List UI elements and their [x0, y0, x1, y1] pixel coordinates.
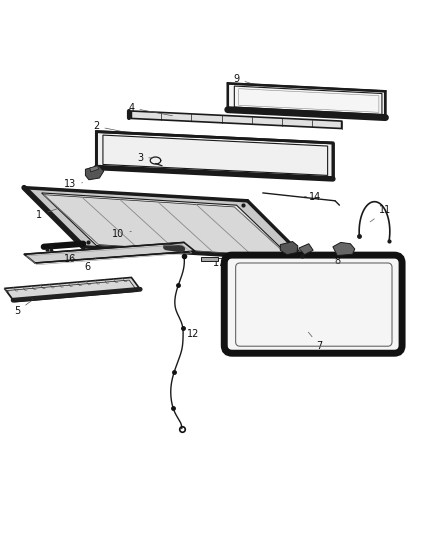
- Text: 3: 3: [137, 153, 153, 163]
- Text: 8: 8: [334, 256, 340, 266]
- Polygon shape: [131, 111, 342, 128]
- Text: 12: 12: [182, 329, 199, 340]
- Polygon shape: [299, 244, 313, 255]
- Polygon shape: [4, 278, 140, 300]
- Polygon shape: [24, 243, 195, 263]
- Polygon shape: [201, 257, 218, 261]
- Text: 16: 16: [64, 254, 76, 264]
- Text: 1: 1: [36, 208, 59, 220]
- Text: 5: 5: [14, 300, 33, 316]
- Polygon shape: [90, 166, 99, 172]
- Text: 13: 13: [283, 248, 300, 259]
- Polygon shape: [24, 188, 307, 260]
- Text: 11: 11: [370, 205, 392, 222]
- Polygon shape: [85, 166, 104, 180]
- Polygon shape: [333, 243, 355, 255]
- Text: 2: 2: [93, 122, 138, 134]
- Text: 14: 14: [304, 192, 321, 203]
- Polygon shape: [280, 241, 298, 255]
- Text: 6: 6: [85, 258, 96, 272]
- Text: 4: 4: [128, 103, 173, 116]
- Text: 10: 10: [112, 229, 131, 239]
- Polygon shape: [228, 84, 385, 118]
- Text: 7: 7: [308, 332, 323, 351]
- Text: 13: 13: [64, 179, 83, 189]
- Text: 17: 17: [213, 258, 225, 268]
- Polygon shape: [96, 132, 333, 179]
- Text: 9: 9: [233, 74, 260, 86]
- Polygon shape: [42, 193, 291, 258]
- Polygon shape: [44, 195, 289, 257]
- FancyBboxPatch shape: [224, 255, 402, 353]
